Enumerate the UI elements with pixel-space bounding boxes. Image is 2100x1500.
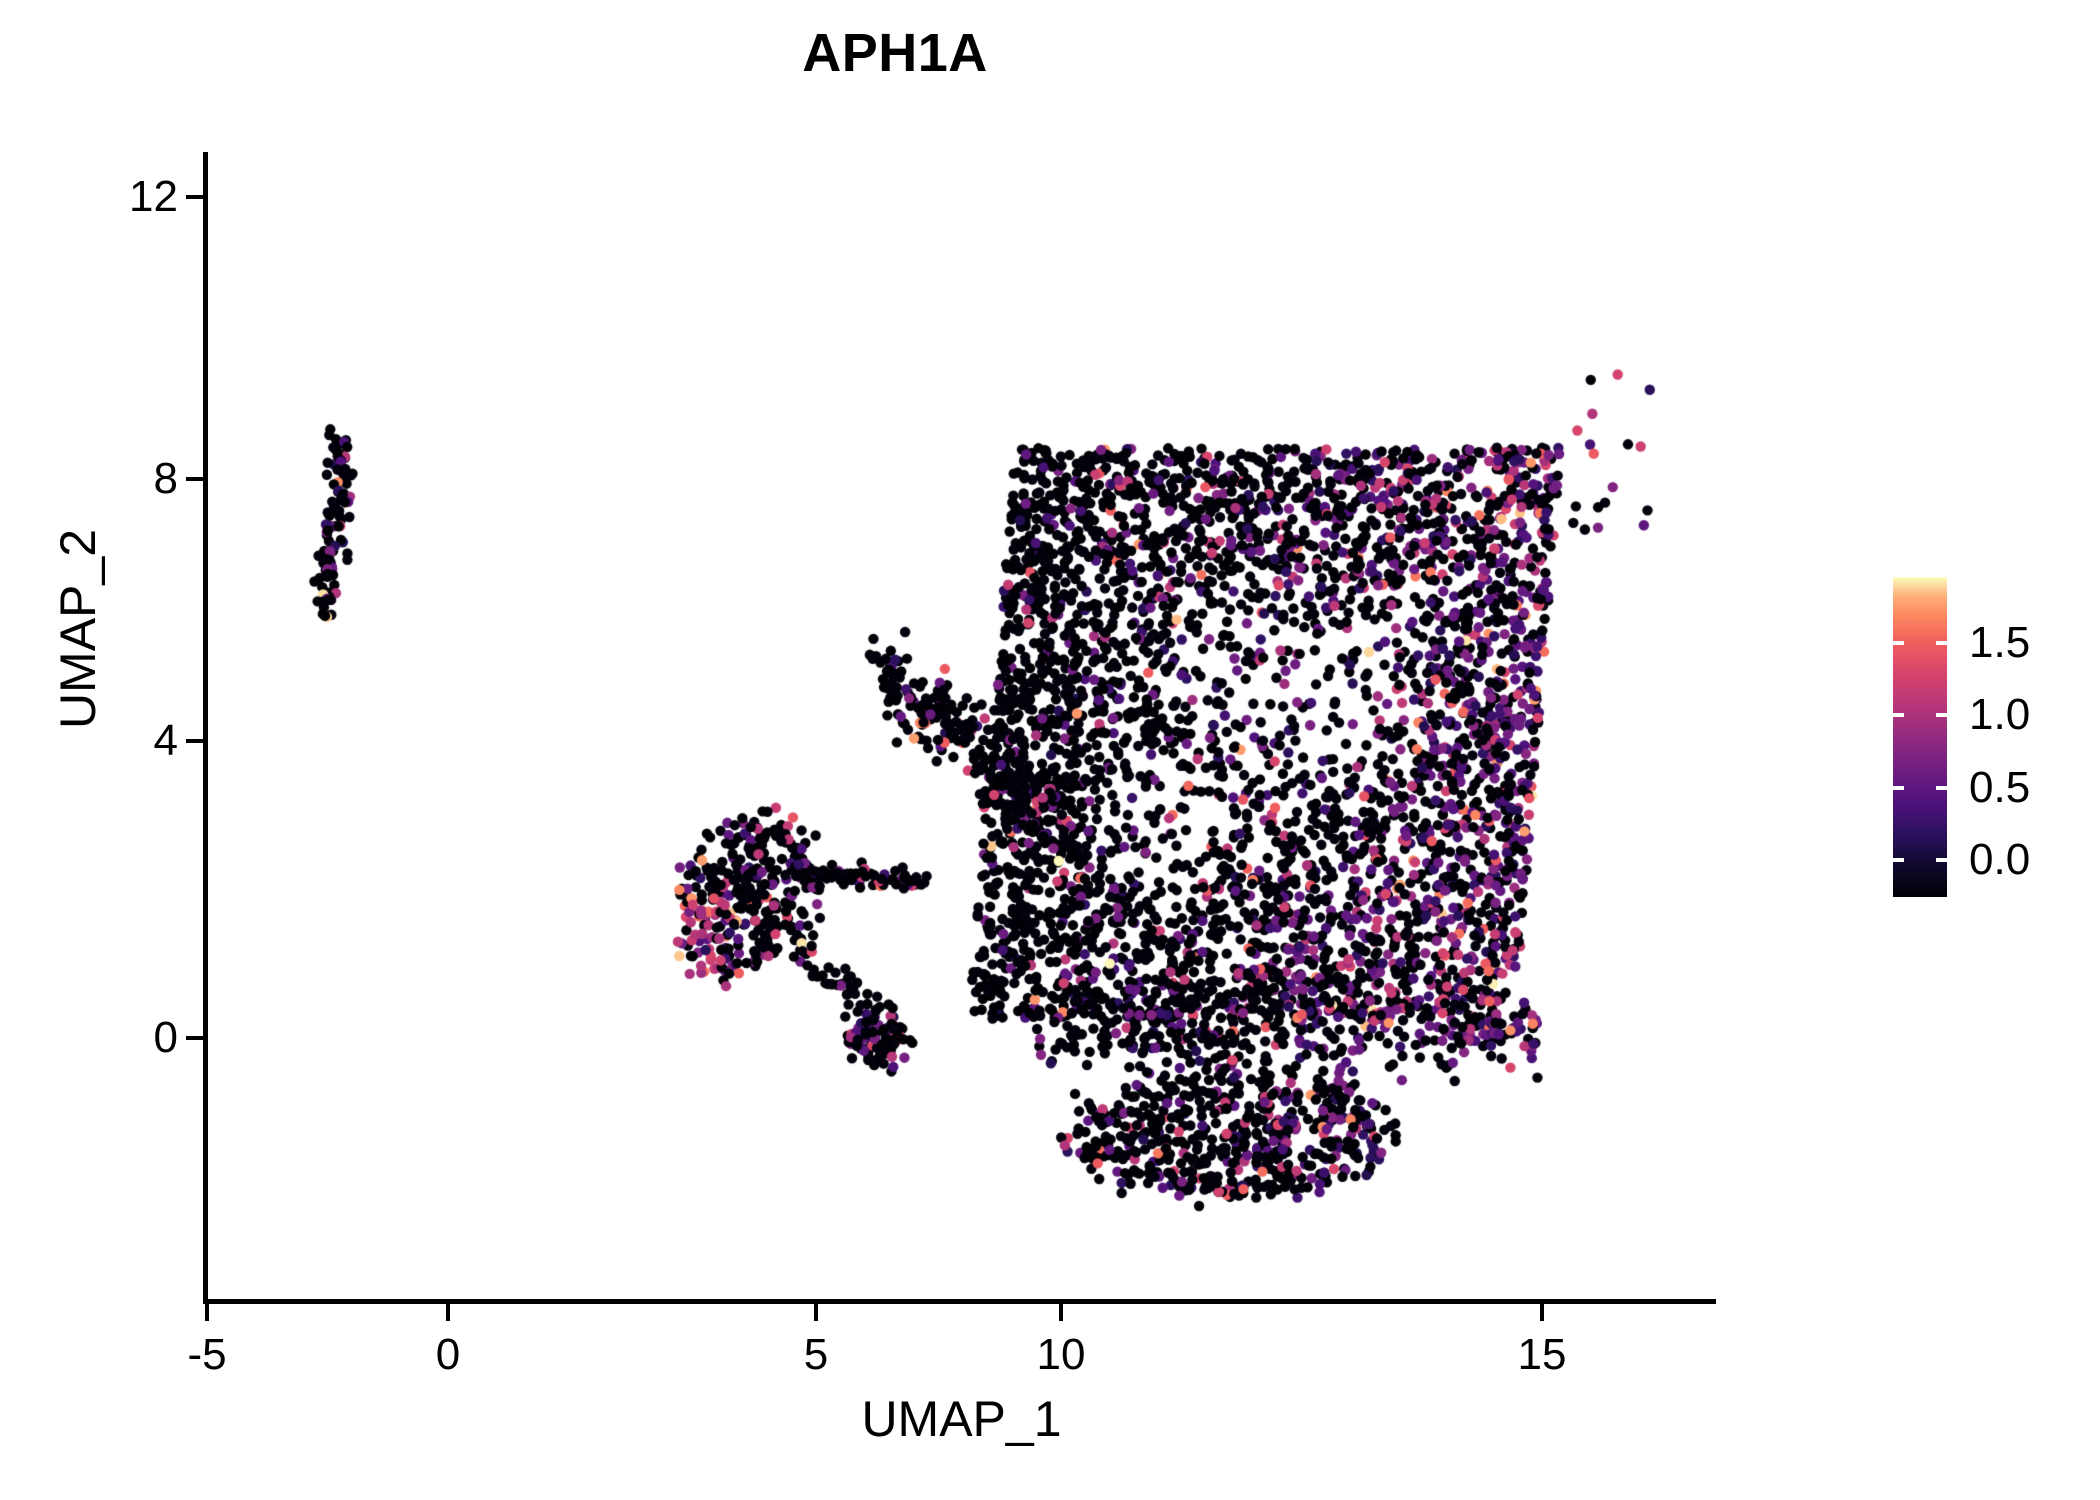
- colorbar-tick-label: 0.0: [1969, 835, 2031, 884]
- y-axis-line: [203, 152, 208, 1304]
- colorbar-tick-label: 1.0: [1969, 690, 2031, 739]
- scatter-points-canvas: [207, 160, 1716, 1302]
- colorbar-tick-label: 1.5: [1969, 618, 2031, 667]
- x-tick-label: -5: [187, 1330, 227, 1379]
- x-axis-title: UMAP_1: [861, 1391, 1062, 1447]
- colorbar-tick-mark: [1936, 786, 1947, 790]
- colorbar-tick-mark: [1936, 858, 1947, 862]
- colorbar-tick-mark: [1936, 713, 1947, 717]
- y-tick-label: 4: [153, 716, 178, 765]
- y-tick-label: 0: [153, 1013, 178, 1062]
- y-tick-label: 8: [153, 454, 178, 503]
- x-tick-mark: [205, 1304, 209, 1321]
- x-tick-mark: [1059, 1304, 1063, 1321]
- y-tick-label: 12: [129, 172, 178, 221]
- plot-panel: [207, 160, 1716, 1302]
- x-tick-label: 5: [803, 1330, 829, 1379]
- x-tick-mark: [1540, 1304, 1544, 1321]
- x-tick-label: 0: [435, 1330, 461, 1379]
- colorbar-tick-mark: [1936, 641, 1947, 645]
- colorbar-tick-label: 0.5: [1969, 763, 2031, 812]
- x-tick-mark: [814, 1304, 818, 1321]
- colorbar-tick-mark: [1893, 786, 1904, 790]
- colorbar-tick-mark: [1893, 641, 1904, 645]
- y-tick-mark: [186, 1036, 203, 1040]
- y-tick-mark: [186, 195, 203, 199]
- y-tick-mark: [186, 739, 203, 743]
- colorbar-tick-mark: [1893, 713, 1904, 717]
- y-axis-title: UMAP_2: [50, 528, 106, 730]
- x-tick-mark: [446, 1304, 450, 1321]
- x-axis-line: [203, 1299, 1716, 1304]
- colorbar-gradient: [1893, 577, 1947, 897]
- colorbar-tick-mark: [1893, 858, 1904, 862]
- x-tick-label: 10: [1036, 1330, 1086, 1379]
- y-tick-mark: [186, 477, 203, 481]
- x-tick-label: 15: [1517, 1330, 1567, 1379]
- page-title: APH1A: [802, 23, 988, 83]
